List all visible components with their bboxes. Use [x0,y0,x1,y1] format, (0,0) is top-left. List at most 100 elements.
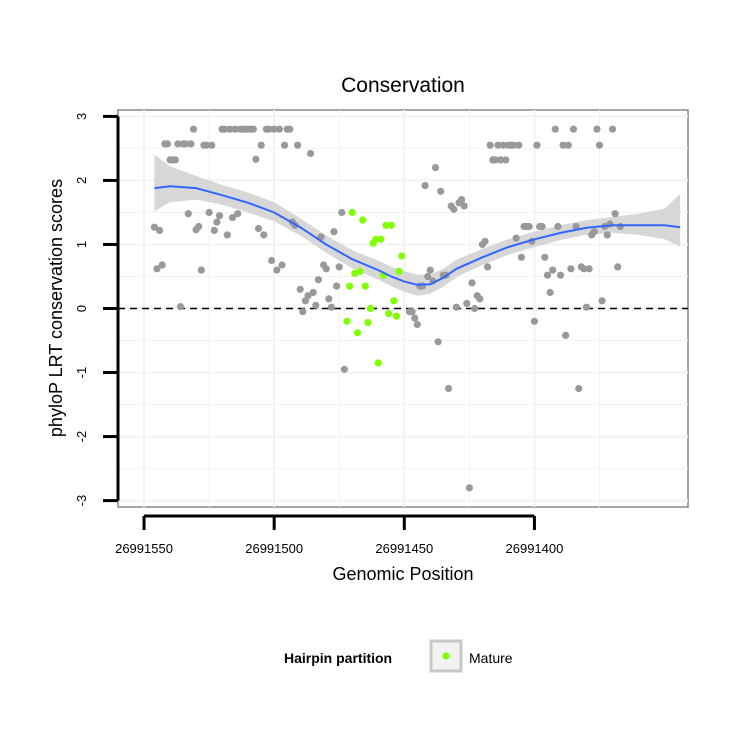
data-point-other [268,256,276,265]
data-point-other [234,210,242,218]
data-point-other [481,237,489,245]
data-point-other [176,303,185,311]
data-point-other [304,292,312,300]
data-point-other [562,331,570,339]
data-point-other [296,285,304,293]
data-point-other [595,141,604,149]
data-point-other [340,365,348,373]
data-point-other [421,182,429,190]
x-tick-label: 26991500 [245,541,303,556]
data-point-other [569,125,578,133]
data-point-other [171,156,179,164]
data-point-other [572,222,580,231]
data-point-mature [385,310,393,318]
data-point-other [515,141,523,149]
y-axis-title: phyloP LRT conservation scores [46,179,66,437]
legend-label-mature: Mature [469,650,513,666]
y-tick-label: 3 [74,113,89,120]
data-point-mature [353,329,362,337]
y-tick-label: 2 [74,177,89,184]
data-point-other [525,222,533,231]
data-point-other [202,141,211,149]
data-point-other [205,208,213,217]
x-tick-label: 26991450 [375,541,433,556]
data-point-other [517,253,526,261]
smooth-line-layer [154,185,681,286]
legend-marker-mature [442,652,450,660]
data-point-other [460,202,468,210]
data-point-other [252,155,260,163]
data-point-mature [361,282,369,290]
data-point-other [273,266,281,274]
x-tick-label: 26991400 [506,541,564,556]
data-point-other [491,156,499,164]
data-point-other [231,125,239,133]
data-point-mature [346,282,354,290]
data-point-other [330,228,338,236]
data-point-other [494,141,502,149]
data-point-other [424,272,432,281]
series-mature [343,208,406,367]
data-point-other [484,263,492,271]
data-point-other [590,228,598,236]
data-point-other [585,265,593,273]
smooth-trend-line [154,185,681,286]
data-point-other [228,214,237,222]
y-tick-label: -1 [74,367,89,379]
data-point-other [150,223,158,231]
data-point-mature [364,319,372,327]
data-point-other [174,140,182,148]
data-point-other [153,265,161,273]
data-point-other [281,141,289,149]
data-point-other [314,276,322,284]
data-point-other [598,297,606,305]
data-point-mature [356,267,364,275]
data-point-other [275,125,283,133]
x-axis-title: Genomic Position [332,564,473,584]
data-point-other [543,271,552,279]
data-point-other [257,141,265,149]
data-point-other [509,141,518,149]
data-point-other [502,156,510,164]
data-point-mature [390,297,398,305]
data-point-other [197,266,205,274]
data-point-mature [377,235,385,243]
data-point-other [616,222,624,231]
data-point-other [546,288,554,297]
data-point-other [317,233,325,241]
data-point-mature [387,221,395,229]
y-tick-label: 1 [74,241,89,248]
data-point-other [575,384,583,393]
data-point-other [325,295,333,303]
data-point-mature [392,312,401,320]
data-point-other [309,288,317,297]
data-point-other [512,234,520,242]
data-point-other [608,125,617,133]
data-point-other [210,226,218,234]
data-point-other [614,263,622,271]
series-other [150,125,624,492]
data-point-other [554,222,562,231]
data-point-other [465,484,473,492]
data-point-other [182,140,190,148]
data-point-other [226,125,234,133]
data-point-other [187,140,195,148]
axes-layer: 3 2 1 0 -1 -2 -3 26991550 26991500 26991450 269914… [74,113,563,556]
data-point-mature [374,359,382,367]
data-point-other [322,265,330,273]
data-point-mature [398,252,406,260]
chart-title: Conservation [341,74,465,97]
data-point-mature [359,216,367,224]
data-point-other [213,218,221,226]
data-point-other [426,266,434,274]
legend: Hairpin partition Mature [284,639,513,673]
data-point-other [278,261,286,269]
data-point-other [158,261,166,269]
data-point-other [312,301,320,309]
data-point-mature [366,304,375,313]
points-layer [150,125,624,492]
y-tick-label: -3 [74,495,89,507]
y-tick-label: -2 [74,431,89,443]
data-point-other [541,253,549,261]
